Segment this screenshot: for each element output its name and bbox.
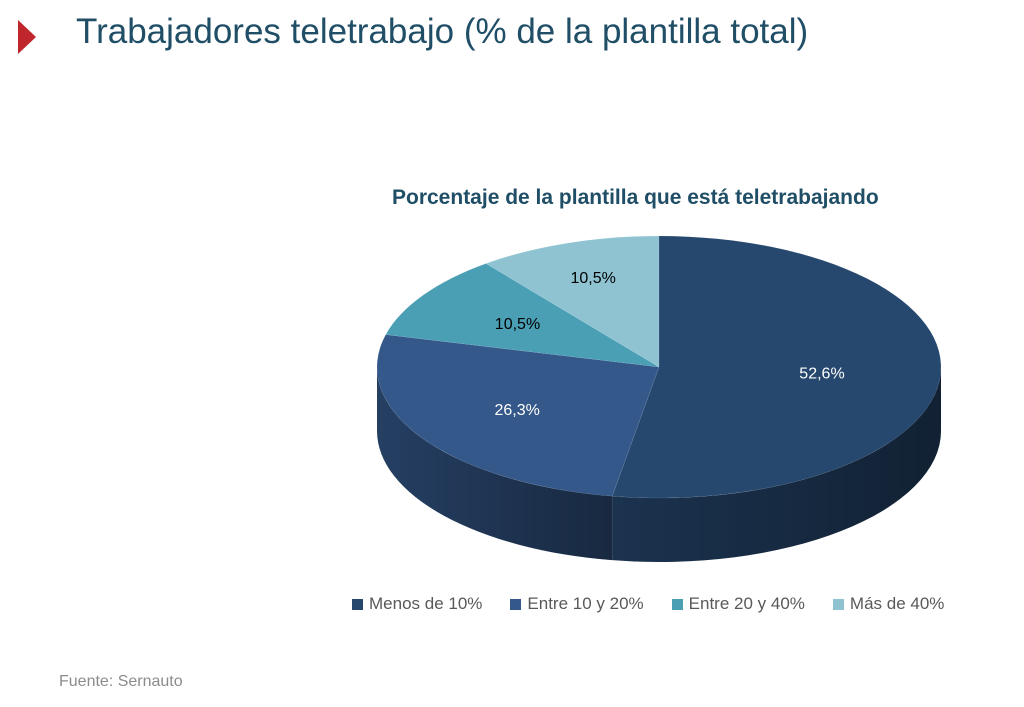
chart-legend: Menos de 10% Entre 10 y 20% Entre 20 y 4… — [352, 594, 944, 614]
source-note: Fuente: Sernauto — [59, 673, 183, 690]
legend-label: Más de 40% — [849, 594, 945, 613]
legend-label: Entre 10 y 20% — [527, 594, 644, 613]
pie-slice-2 — [385, 263, 660, 368]
legend-swatch — [352, 598, 363, 610]
legend-item-10-20: Entre 10 y 20% — [510, 594, 644, 614]
slide-marker-icon — [18, 20, 36, 54]
chart-title: Porcentaje de la plantilla que está tele… — [392, 186, 879, 209]
data-label-0: 52,6% — [799, 365, 844, 382]
data-label-2: 10,5% — [495, 316, 540, 333]
pie-slice-1 — [376, 334, 660, 497]
legend-swatch — [671, 598, 683, 610]
pie-slice-side-shading — [612, 367, 941, 562]
legend-item-mas-40: Más de 40% — [832, 594, 945, 614]
pie-slice-3 — [485, 235, 660, 368]
legend-item-menos-10: Menos de 10% — [352, 594, 482, 614]
data-label-1: 26,3% — [495, 402, 540, 419]
legend-item-20-40: Entre 20 y 40% — [671, 594, 805, 614]
pie-slice-side-shading — [377, 367, 613, 561]
legend-swatch — [832, 598, 844, 610]
legend-label: Entre 20 y 40% — [688, 594, 805, 613]
data-label-3: 10,5% — [570, 270, 615, 287]
legend-swatch — [510, 598, 522, 610]
pie-slice-0 — [611, 235, 942, 499]
legend-label: Menos de 10% — [369, 594, 483, 613]
slide-title: Trabajadores teletrabajo (% de la planti… — [76, 12, 809, 51]
